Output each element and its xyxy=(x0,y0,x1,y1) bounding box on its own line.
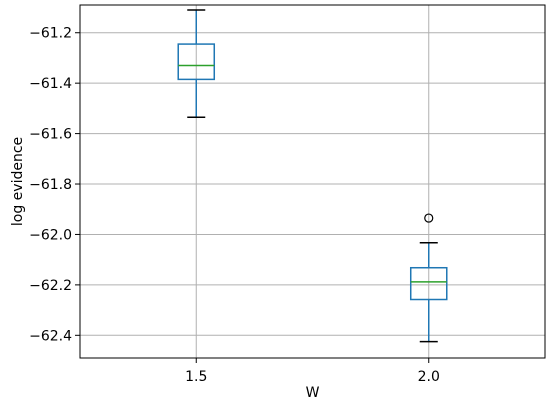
y-tick-label: −62.2 xyxy=(29,278,72,294)
grid-layer xyxy=(80,5,545,358)
x-axis-label: W xyxy=(306,385,320,401)
y-axis-label: log evidence xyxy=(10,137,26,226)
y-tick-label: −61.8 xyxy=(29,177,72,193)
axes-frame xyxy=(79,4,546,359)
x-axis-ticks: 1.5 2.0 xyxy=(185,358,440,385)
y-tick-label: −61.4 xyxy=(29,76,72,92)
y-axis-ticks: −62.4 −62.2 −62.0 −61.8 −61.6 −61.4 −61.2 xyxy=(29,26,80,344)
y-tick-label: −62.4 xyxy=(29,328,72,344)
y-tick-label: −61.2 xyxy=(29,26,72,42)
outlier-point xyxy=(424,213,434,223)
x-tick-label: 2.0 xyxy=(418,369,440,385)
y-tick-label: −61.6 xyxy=(29,127,72,143)
y-tick-label: −62.0 xyxy=(29,227,72,243)
box-iqr xyxy=(409,266,448,301)
box-layer xyxy=(177,9,448,343)
x-tick-label: 1.5 xyxy=(185,369,207,385)
box-iqr xyxy=(177,43,216,81)
